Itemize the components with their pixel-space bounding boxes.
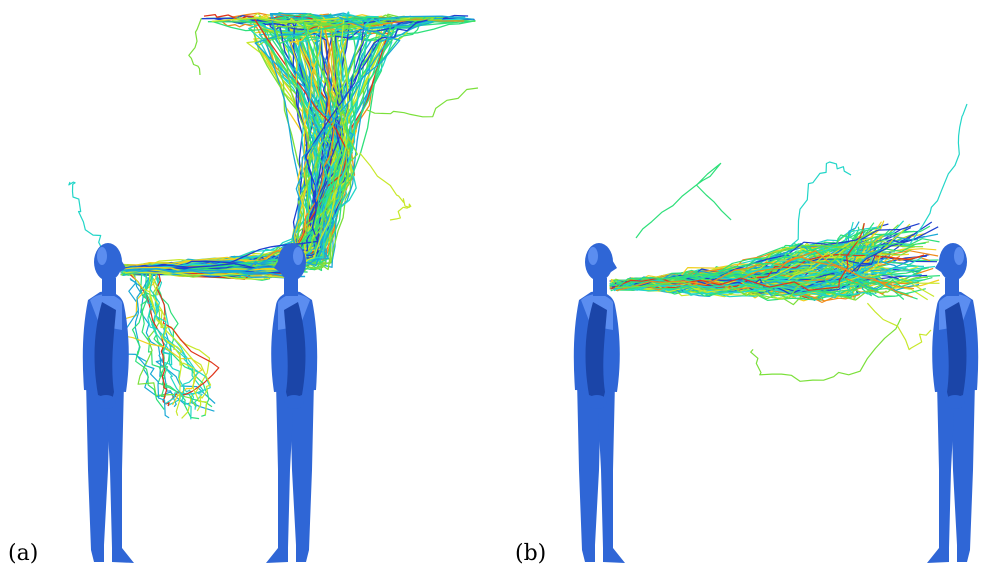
mannequin-head-highlight: [588, 247, 598, 265]
trajectory-line: [140, 275, 200, 420]
trajectory-line: [614, 230, 871, 300]
trajectory-line: [188, 17, 203, 76]
trajectory-line: [366, 87, 479, 118]
trajectory-line: [149, 273, 192, 420]
trajectory-line: [616, 277, 884, 297]
mannequin-head: [94, 243, 122, 281]
mannequin-hand: [945, 395, 965, 409]
trajectory-line: [156, 273, 220, 402]
trajectory-line: [140, 273, 200, 405]
mannequin-head: [585, 243, 613, 281]
trajectory-line: [137, 275, 197, 407]
mannequin-head-highlight: [293, 247, 303, 265]
mannequin-leg-front: [597, 382, 625, 563]
trajectory-line: [121, 19, 428, 270]
mannequin-leg-front: [106, 382, 134, 563]
trajectory-line: [635, 162, 732, 239]
mannequin-arm: [284, 302, 306, 400]
trajectory-line: [615, 251, 860, 293]
trajectory-line: [750, 317, 902, 382]
mannequin-leg-back: [577, 380, 601, 562]
mannequin-nose: [935, 258, 941, 272]
trajectory-line: [124, 16, 350, 280]
trajectory-line: [121, 15, 319, 275]
mannequin-neck: [945, 278, 959, 296]
mannequin-right-a: [266, 243, 318, 563]
mannequin-leg-front: [927, 382, 955, 563]
trajectories-b: [609, 103, 968, 382]
trajectory-line: [124, 266, 289, 273]
mannequin-nose: [274, 258, 280, 272]
trajectory-line: [909, 103, 968, 244]
mannequin-head-highlight: [97, 247, 107, 265]
mannequin-arm: [945, 302, 967, 400]
trajectory-line: [121, 16, 450, 273]
mannequin-left-a: [82, 243, 134, 563]
trajectory-line: [122, 265, 293, 275]
mannequin-arm: [585, 302, 607, 400]
trajectory-line: [122, 19, 443, 271]
mannequin-hand: [96, 395, 116, 409]
trajectory-line: [126, 15, 412, 273]
mannequin-head: [939, 243, 967, 281]
mannequin-left-b: [573, 243, 625, 563]
trajectory-line: [116, 276, 170, 419]
trajectory-line: [615, 256, 923, 295]
trajectory-line: [148, 271, 183, 416]
mannequin-nose: [120, 258, 126, 272]
trajectory-line: [788, 161, 852, 248]
trajectory-line: [152, 269, 211, 406]
trajectory-line: [131, 270, 165, 410]
trajectory-line: [125, 17, 437, 273]
trajectory-line: [615, 250, 913, 298]
panel-b-canvas: [573, 103, 979, 563]
panel-label-b: (b): [515, 541, 547, 566]
panel-b: (b): [491, 0, 982, 574]
trajectory-line: [866, 302, 932, 351]
mannequin-hand: [284, 395, 304, 409]
trajectory-line: [68, 181, 105, 254]
mannequin-neck: [284, 278, 298, 296]
panel-a: (a): [8, 11, 479, 566]
mannequin-leg-back: [951, 380, 975, 562]
mannequin-head: [278, 243, 306, 281]
panel-a-canvas: [68, 11, 479, 563]
trajectory-line: [134, 275, 177, 408]
mannequin-leg-front: [266, 382, 294, 563]
mannequin-neck: [593, 278, 607, 296]
trajectory-line: [151, 272, 195, 404]
trajectory-line: [616, 265, 936, 289]
trajectory-line: [131, 273, 212, 412]
mannequin-leg-back: [290, 380, 314, 562]
mannequin-hand: [587, 395, 607, 409]
trajectory-line: [359, 152, 412, 221]
mannequin-arm: [94, 302, 116, 400]
trajectory-line: [617, 228, 865, 288]
mannequin-head-highlight: [954, 247, 964, 265]
trajectory-line: [122, 17, 312, 275]
mannequin-leg-back: [86, 380, 110, 562]
mannequin-right-b: [927, 243, 979, 563]
mannequin-neck: [102, 278, 116, 296]
trajectory-line: [123, 17, 444, 276]
panel-label-a: (a): [8, 541, 39, 566]
mannequin-nose: [611, 258, 617, 272]
trajectories-a: [68, 11, 479, 420]
